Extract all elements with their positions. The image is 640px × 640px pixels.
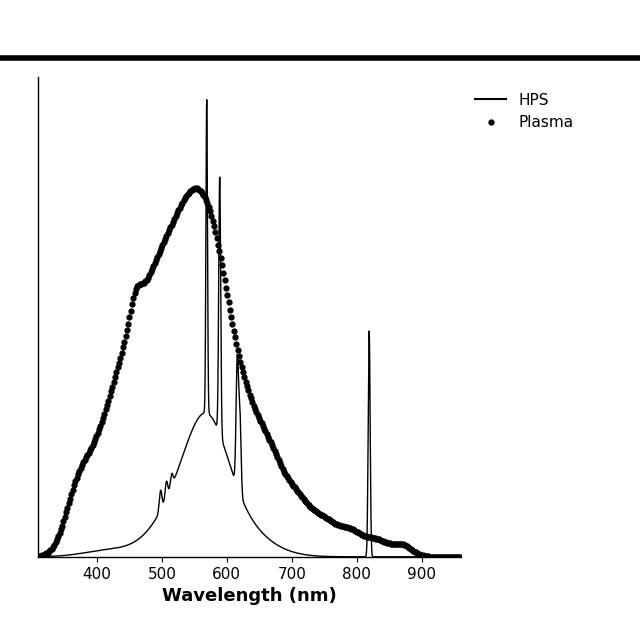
X-axis label: Wavelength (nm): Wavelength (nm) [162, 587, 337, 605]
Plasma [338, 522, 346, 530]
Line: Plasma: Plasma [36, 186, 462, 559]
Plasma [382, 538, 390, 546]
Line: HPS: HPS [38, 100, 461, 557]
HPS [56, 552, 63, 559]
Plasma [333, 520, 340, 528]
Plasma [253, 412, 261, 419]
Plasma [191, 184, 199, 192]
HPS [303, 551, 310, 559]
Plasma [35, 552, 42, 560]
HPS [285, 547, 292, 554]
HPS [348, 553, 355, 561]
Plasma [406, 544, 413, 552]
HPS [35, 553, 42, 561]
HPS [457, 553, 465, 561]
Plasma [456, 553, 463, 561]
Plasma [95, 426, 103, 433]
HPS [203, 96, 211, 104]
Legend: HPS, Plasma: HPS, Plasma [469, 86, 579, 136]
HPS [371, 553, 378, 561]
HPS [188, 428, 195, 436]
